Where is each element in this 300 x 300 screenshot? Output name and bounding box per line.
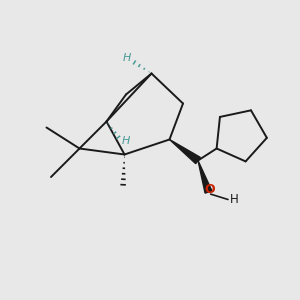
Text: H: H bbox=[122, 53, 131, 63]
Text: H: H bbox=[230, 193, 238, 206]
Polygon shape bbox=[198, 160, 212, 193]
Text: H: H bbox=[122, 136, 130, 146]
Polygon shape bbox=[169, 140, 200, 164]
Text: O: O bbox=[205, 183, 215, 196]
